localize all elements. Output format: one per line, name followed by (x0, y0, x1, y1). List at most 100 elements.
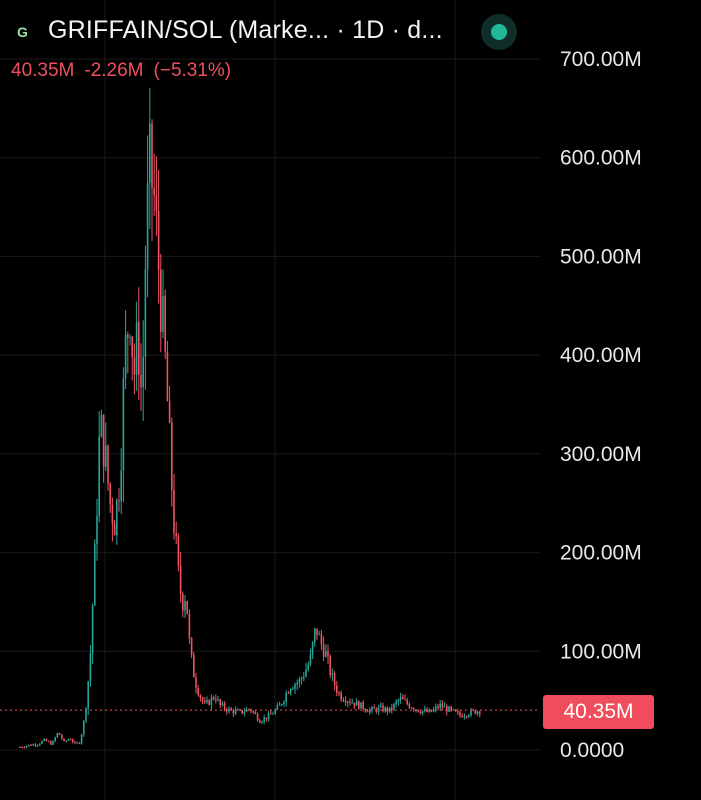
candle-body (219, 699, 221, 706)
candle-body (479, 711, 481, 714)
candle-body (111, 504, 114, 524)
chart-grid (0, 0, 540, 800)
candle-body (129, 336, 131, 338)
symbol-title[interactable]: GRIFFAIN/SOL (Marke... · 1D · d... (48, 16, 443, 44)
candle-body (151, 123, 153, 189)
candle-body (96, 515, 98, 545)
candle-body (47, 741, 50, 743)
candle-body (89, 653, 92, 682)
candle-body (34, 744, 37, 746)
candle-body (388, 707, 391, 712)
candle-body (30, 744, 32, 746)
candle-body (265, 717, 268, 720)
candle-body (241, 710, 243, 714)
y-tick-label: 400.00M (560, 344, 642, 367)
candle-body (248, 709, 250, 711)
candle-body (283, 701, 285, 705)
candle-body (50, 741, 52, 745)
candle-body (342, 699, 345, 702)
candle-body (358, 701, 360, 709)
chart-header: G GRIFFAIN/SOL (Marke... · 1D · d... 40.… (0, 0, 540, 90)
y-axis: 700.00M 600.00M 500.00M 400.00M 300.00M 200.0… (560, 48, 642, 762)
candle-body (223, 703, 226, 710)
candle-body (54, 737, 56, 742)
candle-body (439, 703, 441, 709)
candle-body (340, 692, 342, 700)
candle-body (329, 656, 331, 676)
candle-body (461, 715, 463, 718)
candle-body (391, 707, 393, 710)
candle-body (230, 708, 232, 711)
candle-body (87, 681, 89, 709)
candle-body (424, 709, 426, 711)
candle-body (237, 709, 239, 711)
candle-body (118, 500, 120, 502)
candle-body (362, 702, 364, 710)
candle-body (201, 697, 204, 701)
candle-body (175, 533, 177, 537)
candle-body (131, 336, 133, 358)
candle-body (274, 709, 276, 714)
candle-body (373, 707, 375, 709)
candle-body (206, 700, 208, 703)
candle-body (406, 699, 408, 704)
candle-body (261, 721, 263, 723)
candle-body (67, 739, 70, 741)
candle-body (446, 706, 448, 712)
candle-body (217, 699, 219, 701)
candle-body (146, 182, 149, 269)
candle-body (267, 713, 270, 720)
candle-body (133, 357, 136, 375)
candle-body (399, 696, 402, 701)
candle-body (25, 745, 28, 748)
candle-body (294, 684, 296, 689)
candle-body (351, 702, 353, 704)
candle-body (457, 711, 459, 713)
y-tick-label: 600.00M (560, 147, 642, 170)
candle-body (382, 705, 384, 712)
candle-body (463, 716, 466, 718)
candle-body (384, 707, 386, 712)
candle-body (28, 744, 30, 746)
candle-body (61, 735, 63, 739)
candle-body (78, 742, 81, 744)
y-tick-label: 200.00M (560, 542, 642, 565)
candle-body (311, 642, 314, 655)
candle-body (452, 709, 455, 711)
candle-body (32, 744, 34, 746)
candle-body (155, 195, 158, 211)
candle-body (421, 710, 424, 714)
y-tick-label: 700.00M (560, 48, 642, 71)
candle-body (56, 732, 59, 738)
candle-body (397, 700, 400, 702)
griffain-logo-icon: G (17, 24, 28, 40)
candle-body (162, 295, 164, 332)
candle-body (182, 593, 184, 611)
candle-body (263, 717, 265, 722)
candle-body (347, 701, 349, 703)
candle-body (195, 677, 197, 689)
candle-body (208, 700, 210, 705)
candle-body (76, 742, 78, 744)
candle-body (278, 704, 281, 706)
candle-body (428, 709, 430, 712)
candle-body (380, 705, 382, 708)
candle-body (476, 711, 479, 714)
candles (19, 88, 481, 749)
candle-body (430, 709, 433, 712)
candle-body (109, 483, 111, 505)
candle-body (105, 445, 107, 467)
candle-body (408, 703, 411, 708)
candle-body (432, 709, 435, 712)
candle-body (441, 703, 444, 708)
candle-body (300, 678, 303, 680)
candle-body (404, 699, 406, 701)
candle-body (21, 747, 23, 749)
candle-body (307, 664, 309, 670)
green-status-dot-icon[interactable] (481, 14, 517, 50)
candle-body (166, 351, 169, 401)
candle-body (41, 740, 43, 744)
candle-body (113, 523, 116, 536)
candle-body (417, 709, 419, 712)
